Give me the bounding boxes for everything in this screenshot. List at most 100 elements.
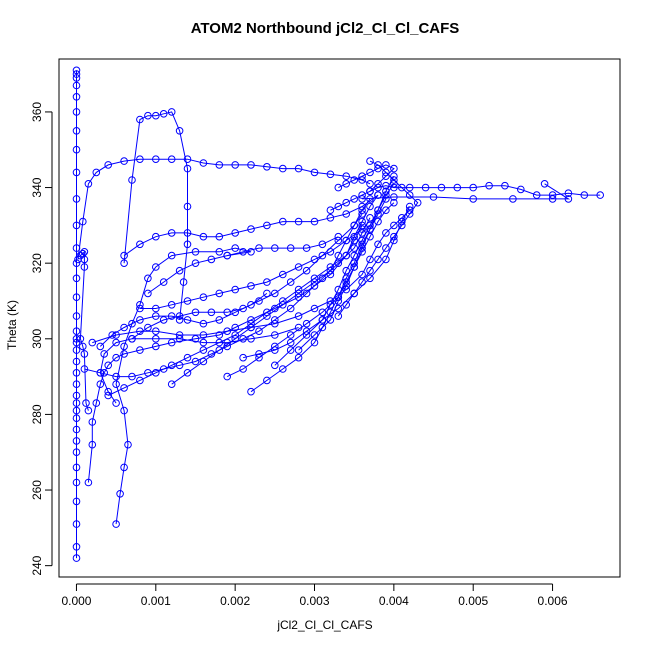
data-point bbox=[92, 168, 101, 177]
data-point bbox=[231, 244, 239, 252]
series-line bbox=[171, 198, 371, 385]
plot-frame bbox=[58, 58, 621, 578]
data-point bbox=[183, 316, 192, 324]
data-point bbox=[286, 304, 295, 313]
data-point bbox=[596, 191, 605, 199]
data-point bbox=[72, 543, 81, 551]
data-point bbox=[72, 274, 81, 283]
data-point bbox=[79, 342, 87, 351]
data-point bbox=[144, 289, 152, 298]
data-point bbox=[310, 331, 319, 339]
data-point bbox=[350, 195, 359, 203]
data-point bbox=[358, 270, 366, 279]
data-point bbox=[191, 259, 200, 268]
data-point bbox=[366, 274, 374, 283]
data-point bbox=[116, 490, 124, 498]
data-point bbox=[302, 266, 311, 275]
data-point bbox=[72, 81, 81, 90]
data-point bbox=[342, 198, 351, 207]
data-point bbox=[152, 155, 160, 163]
data-point bbox=[152, 335, 160, 343]
data-point bbox=[564, 189, 573, 197]
series-line bbox=[362, 183, 571, 200]
data-point bbox=[413, 198, 422, 207]
data-point bbox=[310, 278, 319, 286]
data-point bbox=[72, 425, 81, 434]
data-point bbox=[82, 399, 90, 407]
data-point bbox=[358, 225, 366, 233]
data-point bbox=[231, 308, 239, 317]
data-point bbox=[112, 372, 120, 381]
data-point bbox=[167, 155, 176, 163]
data-point bbox=[350, 263, 359, 271]
data-point bbox=[342, 172, 351, 180]
data-point bbox=[279, 164, 287, 173]
data-point bbox=[72, 391, 81, 400]
data-point bbox=[80, 350, 89, 358]
x-tick-label: 0.000 bbox=[61, 594, 91, 608]
data-point bbox=[294, 346, 303, 354]
data-point bbox=[548, 195, 557, 203]
data-point bbox=[215, 331, 224, 339]
data-point bbox=[72, 145, 81, 154]
data-point bbox=[405, 202, 414, 211]
data-point bbox=[509, 195, 517, 203]
data-point bbox=[310, 304, 319, 313]
data-point bbox=[421, 183, 430, 192]
data-point bbox=[72, 93, 81, 101]
data-point bbox=[72, 463, 81, 472]
series-line bbox=[92, 209, 411, 344]
data-point bbox=[199, 331, 208, 339]
data-point bbox=[382, 206, 390, 214]
data-point bbox=[179, 278, 188, 286]
data-point bbox=[104, 387, 112, 396]
data-point bbox=[263, 163, 271, 171]
data-point bbox=[239, 304, 247, 313]
data-point bbox=[112, 338, 120, 347]
data-point bbox=[120, 157, 128, 165]
data-point bbox=[144, 323, 152, 332]
data-point bbox=[334, 251, 343, 260]
data-point bbox=[72, 195, 81, 203]
data-point bbox=[72, 437, 81, 445]
data-point bbox=[286, 346, 295, 354]
y-tick-label: 240 bbox=[30, 555, 44, 575]
data-point bbox=[374, 180, 382, 188]
data-point bbox=[255, 350, 263, 358]
data-point bbox=[199, 293, 208, 302]
data-point bbox=[84, 180, 93, 188]
data-point bbox=[318, 308, 327, 317]
data-point bbox=[286, 244, 295, 252]
data-point bbox=[72, 335, 81, 343]
data-point bbox=[167, 108, 176, 116]
data-point bbox=[358, 221, 366, 230]
data-point bbox=[72, 312, 81, 320]
data-point bbox=[128, 335, 136, 343]
data-point bbox=[215, 316, 224, 324]
data-point bbox=[175, 127, 184, 135]
data-point bbox=[294, 217, 303, 226]
data-point bbox=[334, 236, 343, 245]
data-point bbox=[279, 365, 287, 373]
data-point bbox=[302, 319, 311, 328]
data-point bbox=[128, 319, 136, 328]
data-point bbox=[326, 214, 335, 222]
data-point bbox=[80, 255, 89, 264]
data-point bbox=[318, 323, 327, 332]
data-point bbox=[72, 478, 81, 487]
data-point bbox=[405, 191, 414, 199]
x-tick-label: 0.003 bbox=[299, 594, 329, 608]
data-point bbox=[334, 259, 343, 268]
data-point bbox=[271, 346, 279, 354]
data-point bbox=[104, 161, 112, 169]
data-point bbox=[120, 463, 128, 472]
data-point bbox=[271, 361, 279, 370]
data-point bbox=[374, 191, 382, 199]
data-point bbox=[144, 111, 152, 120]
data-point bbox=[366, 255, 374, 264]
x-tick-label: 0.006 bbox=[538, 594, 568, 608]
data-point bbox=[80, 263, 89, 271]
data-point bbox=[136, 155, 144, 163]
data-point bbox=[152, 111, 160, 120]
data-point bbox=[239, 335, 247, 343]
